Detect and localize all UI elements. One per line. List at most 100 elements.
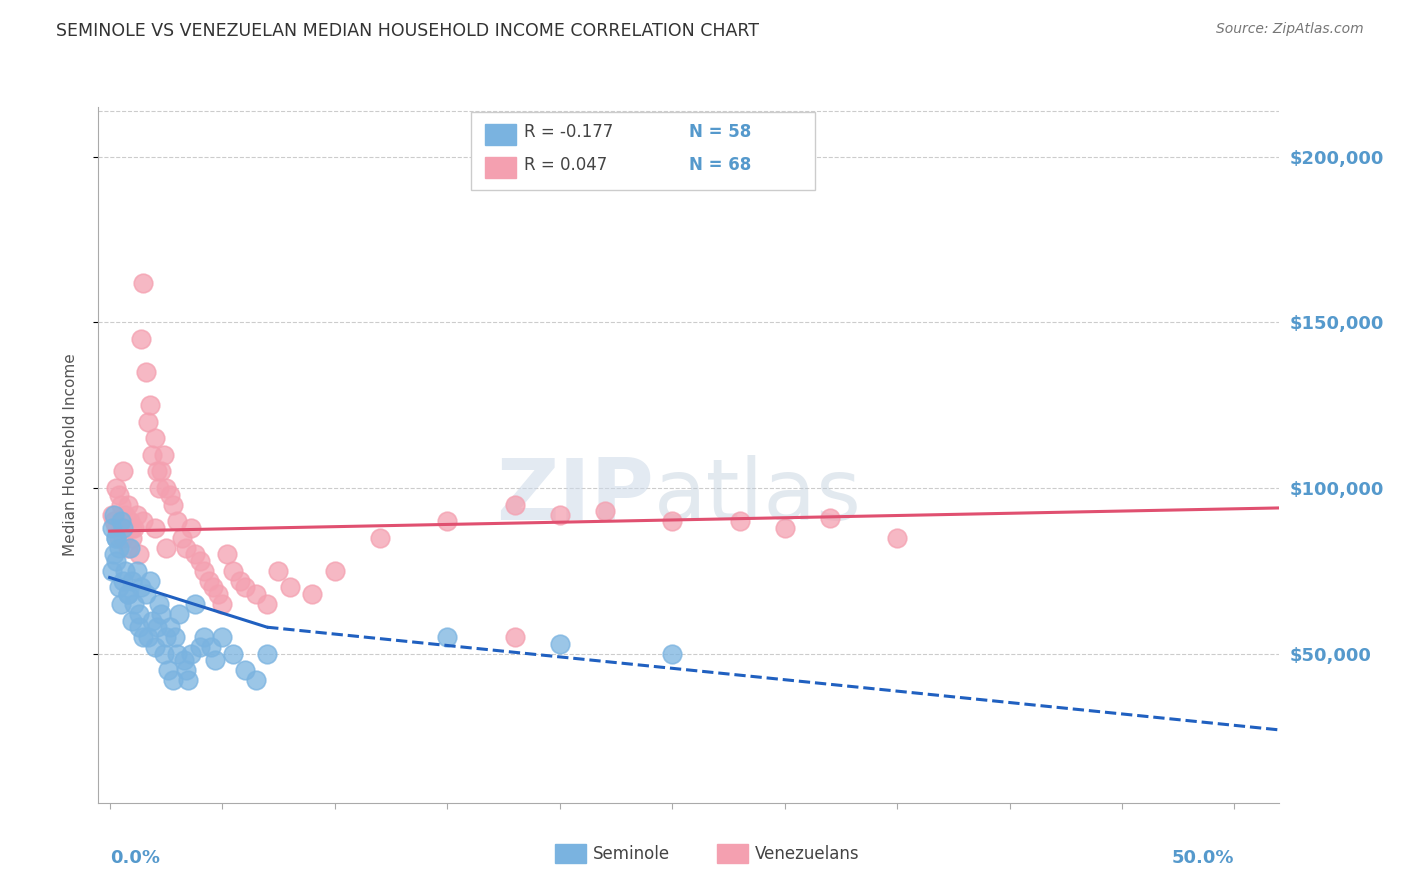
Point (267, 564, 290, 578)
Text: Seminole: Seminole (593, 845, 671, 863)
Point (150, 607, 173, 621)
Point (166, 514, 188, 528)
Point (157, 663, 180, 677)
Point (503, 630, 526, 644)
Point (121, 614, 143, 628)
Text: N = 68: N = 68 (689, 156, 751, 174)
Text: atlas: atlas (654, 455, 862, 538)
Point (132, 276, 155, 290)
Point (110, 514, 132, 528)
Point (112, 465, 135, 479)
Point (103, 547, 125, 561)
Point (114, 564, 136, 578)
Point (256, 597, 278, 611)
Point (184, 597, 207, 611)
Point (101, 564, 124, 578)
Point (146, 620, 169, 634)
Point (101, 521, 124, 535)
Point (141, 448, 163, 462)
Point (155, 630, 177, 644)
Point (117, 587, 139, 601)
Point (139, 574, 162, 588)
Point (150, 465, 173, 479)
Point (256, 647, 278, 661)
Point (197, 574, 219, 588)
Point (112, 574, 135, 588)
Point (193, 564, 215, 578)
Point (125, 508, 148, 522)
Point (112, 521, 135, 535)
Point (146, 465, 169, 479)
Point (177, 673, 200, 688)
Point (323, 564, 346, 578)
Point (188, 640, 211, 654)
Point (105, 554, 128, 568)
Point (107, 488, 129, 502)
Point (141, 614, 163, 628)
Text: 0.0%: 0.0% (110, 849, 160, 867)
Point (136, 415, 159, 429)
Point (128, 620, 150, 634)
Point (215, 547, 238, 561)
Point (773, 521, 796, 535)
Point (105, 531, 128, 545)
Point (162, 498, 184, 512)
Point (188, 554, 211, 568)
Point (132, 630, 155, 644)
Point (152, 448, 174, 462)
Point (207, 587, 229, 601)
Point (135, 365, 157, 379)
Point (200, 640, 222, 654)
Point (180, 521, 202, 535)
Point (128, 607, 150, 621)
Point (105, 481, 128, 495)
Point (173, 653, 195, 667)
Text: Venezuelans: Venezuelans (755, 845, 859, 863)
Point (117, 587, 139, 601)
Point (886, 531, 908, 545)
Point (211, 630, 233, 644)
Point (728, 514, 751, 528)
Point (180, 647, 202, 661)
Point (125, 564, 148, 578)
Point (143, 640, 166, 654)
Point (129, 581, 152, 595)
Point (233, 663, 256, 677)
Point (593, 504, 616, 518)
Point (548, 637, 571, 651)
Point (143, 521, 166, 535)
Point (101, 508, 124, 522)
Text: 50.0%: 50.0% (1173, 849, 1234, 867)
Point (278, 581, 301, 595)
Text: R = -0.177: R = -0.177 (524, 123, 613, 141)
Point (436, 630, 458, 644)
Point (159, 620, 181, 634)
Point (118, 514, 141, 528)
Point (436, 514, 458, 528)
Point (112, 531, 135, 545)
Point (129, 332, 152, 346)
Text: N = 58: N = 58 (689, 123, 751, 141)
Text: R = 0.047: R = 0.047 (524, 156, 607, 174)
Point (368, 531, 391, 545)
Point (818, 511, 841, 525)
Point (143, 431, 166, 445)
Point (170, 531, 193, 545)
Point (118, 541, 141, 555)
Point (107, 531, 129, 545)
Point (135, 587, 157, 601)
Point (121, 574, 143, 588)
Point (114, 508, 136, 522)
Point (110, 521, 132, 535)
Point (174, 541, 197, 555)
Point (233, 581, 256, 595)
Point (193, 630, 215, 644)
Text: ZIP: ZIP (496, 455, 654, 538)
Point (155, 541, 177, 555)
Point (661, 514, 683, 528)
Point (121, 531, 143, 545)
Point (661, 647, 683, 661)
Point (503, 498, 526, 512)
Text: Source: ZipAtlas.com: Source: ZipAtlas.com (1216, 22, 1364, 37)
Point (548, 508, 571, 522)
